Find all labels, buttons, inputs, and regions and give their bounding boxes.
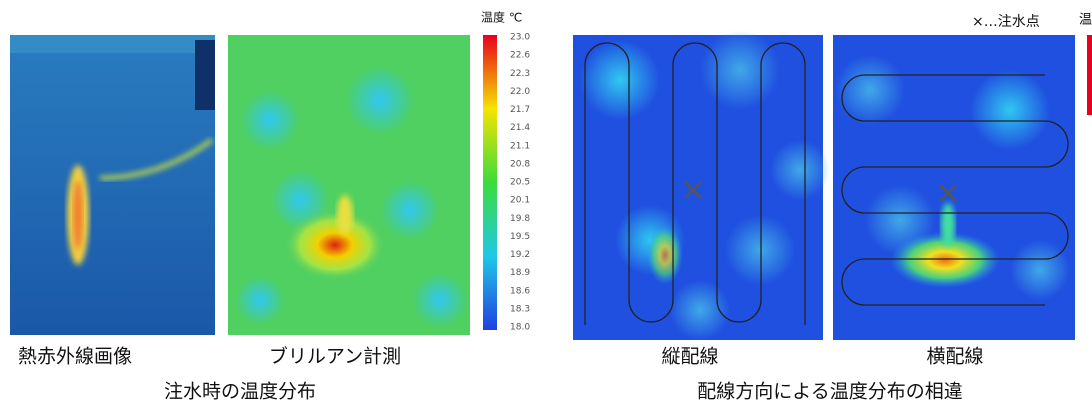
colorbar-label: 21.7 — [510, 105, 530, 115]
colorbar-title: 温 — [1079, 13, 1092, 28]
colorbar-label: 19.5 — [510, 232, 530, 242]
colorbar-label: 19.8 — [510, 214, 530, 224]
colorbar-label: 22.6 — [510, 51, 530, 61]
colorbar-label: 20.5 — [510, 178, 530, 188]
infrared-image — [10, 35, 215, 335]
panel-title: 配線方向による温度分布の相違 — [697, 381, 962, 403]
colorbar — [1087, 35, 1092, 115]
colorbar — [483, 35, 497, 330]
colorbar-label: 20.8 — [510, 159, 530, 169]
caption: 熱赤外線画像 — [18, 346, 132, 368]
colorbar-label: 21.1 — [510, 141, 530, 151]
horizontal-wiring-image — [833, 35, 1075, 340]
colorbar-label: 18.0 — [510, 323, 530, 333]
caption: 横配線 — [926, 346, 983, 368]
vertical-wiring-image — [573, 30, 830, 340]
colorbar-label: 23.0 — [510, 33, 530, 43]
colorbar-label: 22.3 — [510, 69, 530, 79]
caption: ブリルアン計測 — [269, 345, 401, 368]
page: {"left": {"colorbar": {"title": "温度 ℃", … — [0, 0, 1092, 409]
caption: 縦配線 — [661, 346, 718, 368]
colorbar-label: 18.9 — [510, 268, 530, 278]
colorbar-label: 20.1 — [510, 196, 530, 206]
colorbar-label: 21.4 — [510, 123, 530, 133]
colorbar-label: 18.3 — [510, 304, 530, 314]
figure: 温度 ℃ 23.0 22.6 22.3 22.0 21.7 21.4 21.1 20.8 20.… — [0, 0, 1092, 409]
panel-title: 注水時の温度分布 — [164, 381, 316, 403]
legend: ×…注水点 — [972, 14, 1040, 30]
colorbar-label: 22.0 — [510, 87, 530, 97]
colorbar-title: 温度 ℃ — [481, 10, 522, 25]
brillouin-image — [228, 35, 470, 335]
colorbar-label: 18.6 — [510, 286, 530, 296]
colorbar-label: 19.2 — [510, 250, 530, 260]
